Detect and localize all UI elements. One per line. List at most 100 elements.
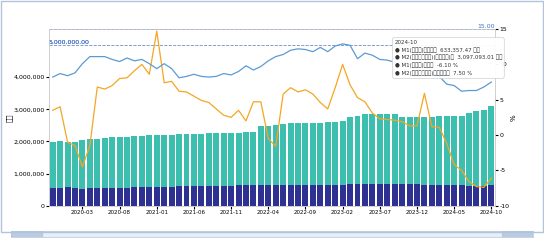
Bar	[459, 185, 465, 206]
Bar	[399, 117, 405, 206]
Bar	[339, 121, 345, 206]
Bar	[473, 111, 479, 206]
Bar	[102, 138, 108, 206]
Bar	[139, 187, 145, 206]
Bar	[489, 106, 494, 206]
Bar	[295, 185, 301, 206]
Bar	[199, 134, 205, 206]
Bar	[11, 231, 42, 237]
Bar	[280, 124, 286, 206]
Bar	[355, 184, 361, 206]
Bar	[481, 110, 487, 206]
Bar	[221, 186, 227, 206]
Bar	[280, 185, 286, 206]
Bar	[502, 231, 533, 237]
Bar	[228, 186, 234, 206]
Bar	[50, 188, 55, 206]
Bar	[436, 185, 442, 206]
Bar	[429, 117, 435, 206]
Bar	[183, 134, 189, 206]
Bar	[139, 136, 145, 206]
Bar	[109, 137, 115, 206]
Bar	[414, 117, 420, 206]
Bar	[273, 125, 279, 206]
Bar	[406, 117, 412, 206]
Bar	[154, 135, 160, 206]
Bar	[444, 185, 450, 206]
Bar	[72, 188, 78, 206]
Bar	[258, 126, 264, 206]
Bar	[79, 189, 85, 206]
Bar	[392, 113, 398, 206]
Bar	[236, 133, 242, 206]
Bar	[444, 116, 450, 206]
Bar	[199, 186, 205, 206]
Bar	[221, 133, 227, 206]
Text: 15.00: 15.00	[478, 24, 495, 29]
Bar	[243, 132, 249, 206]
Bar	[176, 134, 182, 206]
Bar	[265, 185, 271, 206]
Bar	[191, 134, 197, 206]
Bar	[347, 117, 353, 206]
Bar	[250, 132, 256, 206]
Bar	[213, 133, 219, 206]
Bar	[317, 122, 323, 206]
Bar	[332, 185, 338, 206]
Bar	[422, 184, 428, 206]
Bar	[124, 188, 130, 206]
Bar	[489, 185, 494, 206]
Bar	[161, 187, 167, 206]
Bar	[132, 187, 138, 206]
Bar	[87, 139, 93, 206]
Bar	[228, 133, 234, 206]
Bar	[65, 142, 71, 206]
Bar	[109, 188, 115, 206]
Bar	[258, 185, 264, 206]
Bar	[295, 123, 301, 206]
Bar	[154, 187, 160, 206]
Bar	[325, 122, 331, 206]
Bar	[355, 116, 361, 206]
Bar	[362, 114, 368, 206]
Bar	[406, 184, 412, 206]
Bar	[332, 122, 338, 206]
Bar	[473, 186, 479, 206]
Bar	[399, 184, 405, 206]
Bar	[481, 186, 487, 206]
Bar	[302, 123, 308, 206]
Bar	[392, 184, 398, 206]
Bar	[132, 136, 138, 206]
Bar	[206, 133, 212, 206]
Bar	[176, 186, 182, 206]
Bar	[273, 185, 279, 206]
Bar	[384, 113, 390, 206]
Bar	[339, 184, 345, 206]
Bar	[65, 187, 71, 206]
Bar	[466, 186, 472, 206]
Text: 5,000,000.00: 5,000,000.00	[49, 40, 90, 45]
Bar	[169, 187, 175, 206]
Bar	[213, 186, 219, 206]
Bar	[429, 185, 435, 206]
Bar	[362, 184, 368, 206]
Bar	[466, 113, 472, 206]
Bar	[94, 188, 100, 206]
Bar	[50, 143, 55, 206]
Bar	[79, 140, 85, 206]
Bar	[161, 135, 167, 206]
Bar	[236, 185, 242, 206]
Bar	[436, 116, 442, 206]
Bar	[377, 184, 383, 206]
Bar	[377, 114, 383, 206]
Bar	[116, 188, 122, 206]
Bar	[310, 185, 316, 206]
Bar	[451, 116, 457, 206]
Bar	[206, 186, 212, 206]
Bar	[325, 185, 331, 206]
Bar	[102, 188, 108, 206]
Bar	[369, 114, 375, 206]
Y-axis label: %: %	[511, 114, 517, 121]
Y-axis label: 亿元: 亿元	[5, 113, 12, 122]
Bar	[265, 126, 271, 206]
